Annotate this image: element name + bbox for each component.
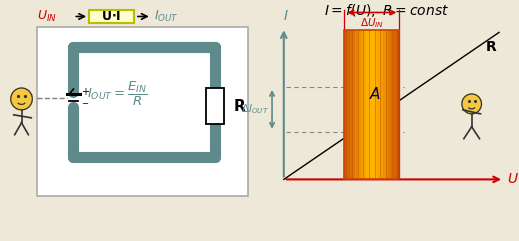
Bar — [369, 30, 372, 179]
Text: $\mathbf{U{\cdot}I}$: $\mathbf{U{\cdot}I}$ — [101, 10, 122, 23]
Bar — [345, 30, 347, 179]
Bar — [377, 30, 380, 179]
Text: $I_{OUT}=\dfrac{E_{IN}}{R}$: $I_{OUT}=\dfrac{E_{IN}}{R}$ — [87, 80, 148, 108]
FancyBboxPatch shape — [89, 9, 134, 23]
Bar — [386, 30, 388, 179]
Text: $\mathbf{R}$: $\mathbf{R}$ — [485, 40, 498, 54]
Text: +: + — [81, 87, 89, 97]
Text: $\Delta U_{IN}$: $\Delta U_{IN}$ — [360, 16, 384, 30]
Bar — [375, 30, 377, 179]
Text: $I=f(U),\ R=const$: $I=f(U),\ R=const$ — [324, 2, 449, 19]
Text: $-$: $-$ — [81, 97, 89, 107]
Bar — [388, 30, 391, 179]
Bar — [207, 88, 224, 124]
Bar — [366, 30, 369, 179]
Text: $I_{OUT}$: $I_{OUT}$ — [154, 9, 179, 24]
Text: $\mathbf{R}$: $\mathbf{R}$ — [233, 98, 247, 114]
Text: $I$: $I$ — [283, 9, 289, 23]
Bar — [345, 30, 399, 179]
Bar — [353, 30, 356, 179]
Text: $U$: $U$ — [507, 172, 519, 186]
Bar — [356, 30, 358, 179]
Bar — [383, 30, 386, 179]
Bar — [397, 30, 399, 179]
Text: $E_{IN}$: $E_{IN}$ — [16, 89, 34, 105]
Circle shape — [11, 88, 32, 110]
Bar — [345, 30, 399, 179]
Bar — [347, 30, 350, 179]
Bar — [358, 30, 361, 179]
Bar — [361, 30, 364, 179]
Bar — [391, 30, 394, 179]
Bar — [380, 30, 383, 179]
Text: $\Delta I_{OUT}$: $\Delta I_{OUT}$ — [241, 102, 269, 116]
Text: $A$: $A$ — [368, 86, 381, 102]
Circle shape — [462, 94, 482, 114]
Text: $U_{IN}$: $U_{IN}$ — [37, 9, 57, 24]
Bar — [350, 30, 353, 179]
Bar — [372, 30, 375, 179]
Bar — [37, 27, 248, 196]
Bar — [364, 30, 366, 179]
Bar — [394, 30, 397, 179]
